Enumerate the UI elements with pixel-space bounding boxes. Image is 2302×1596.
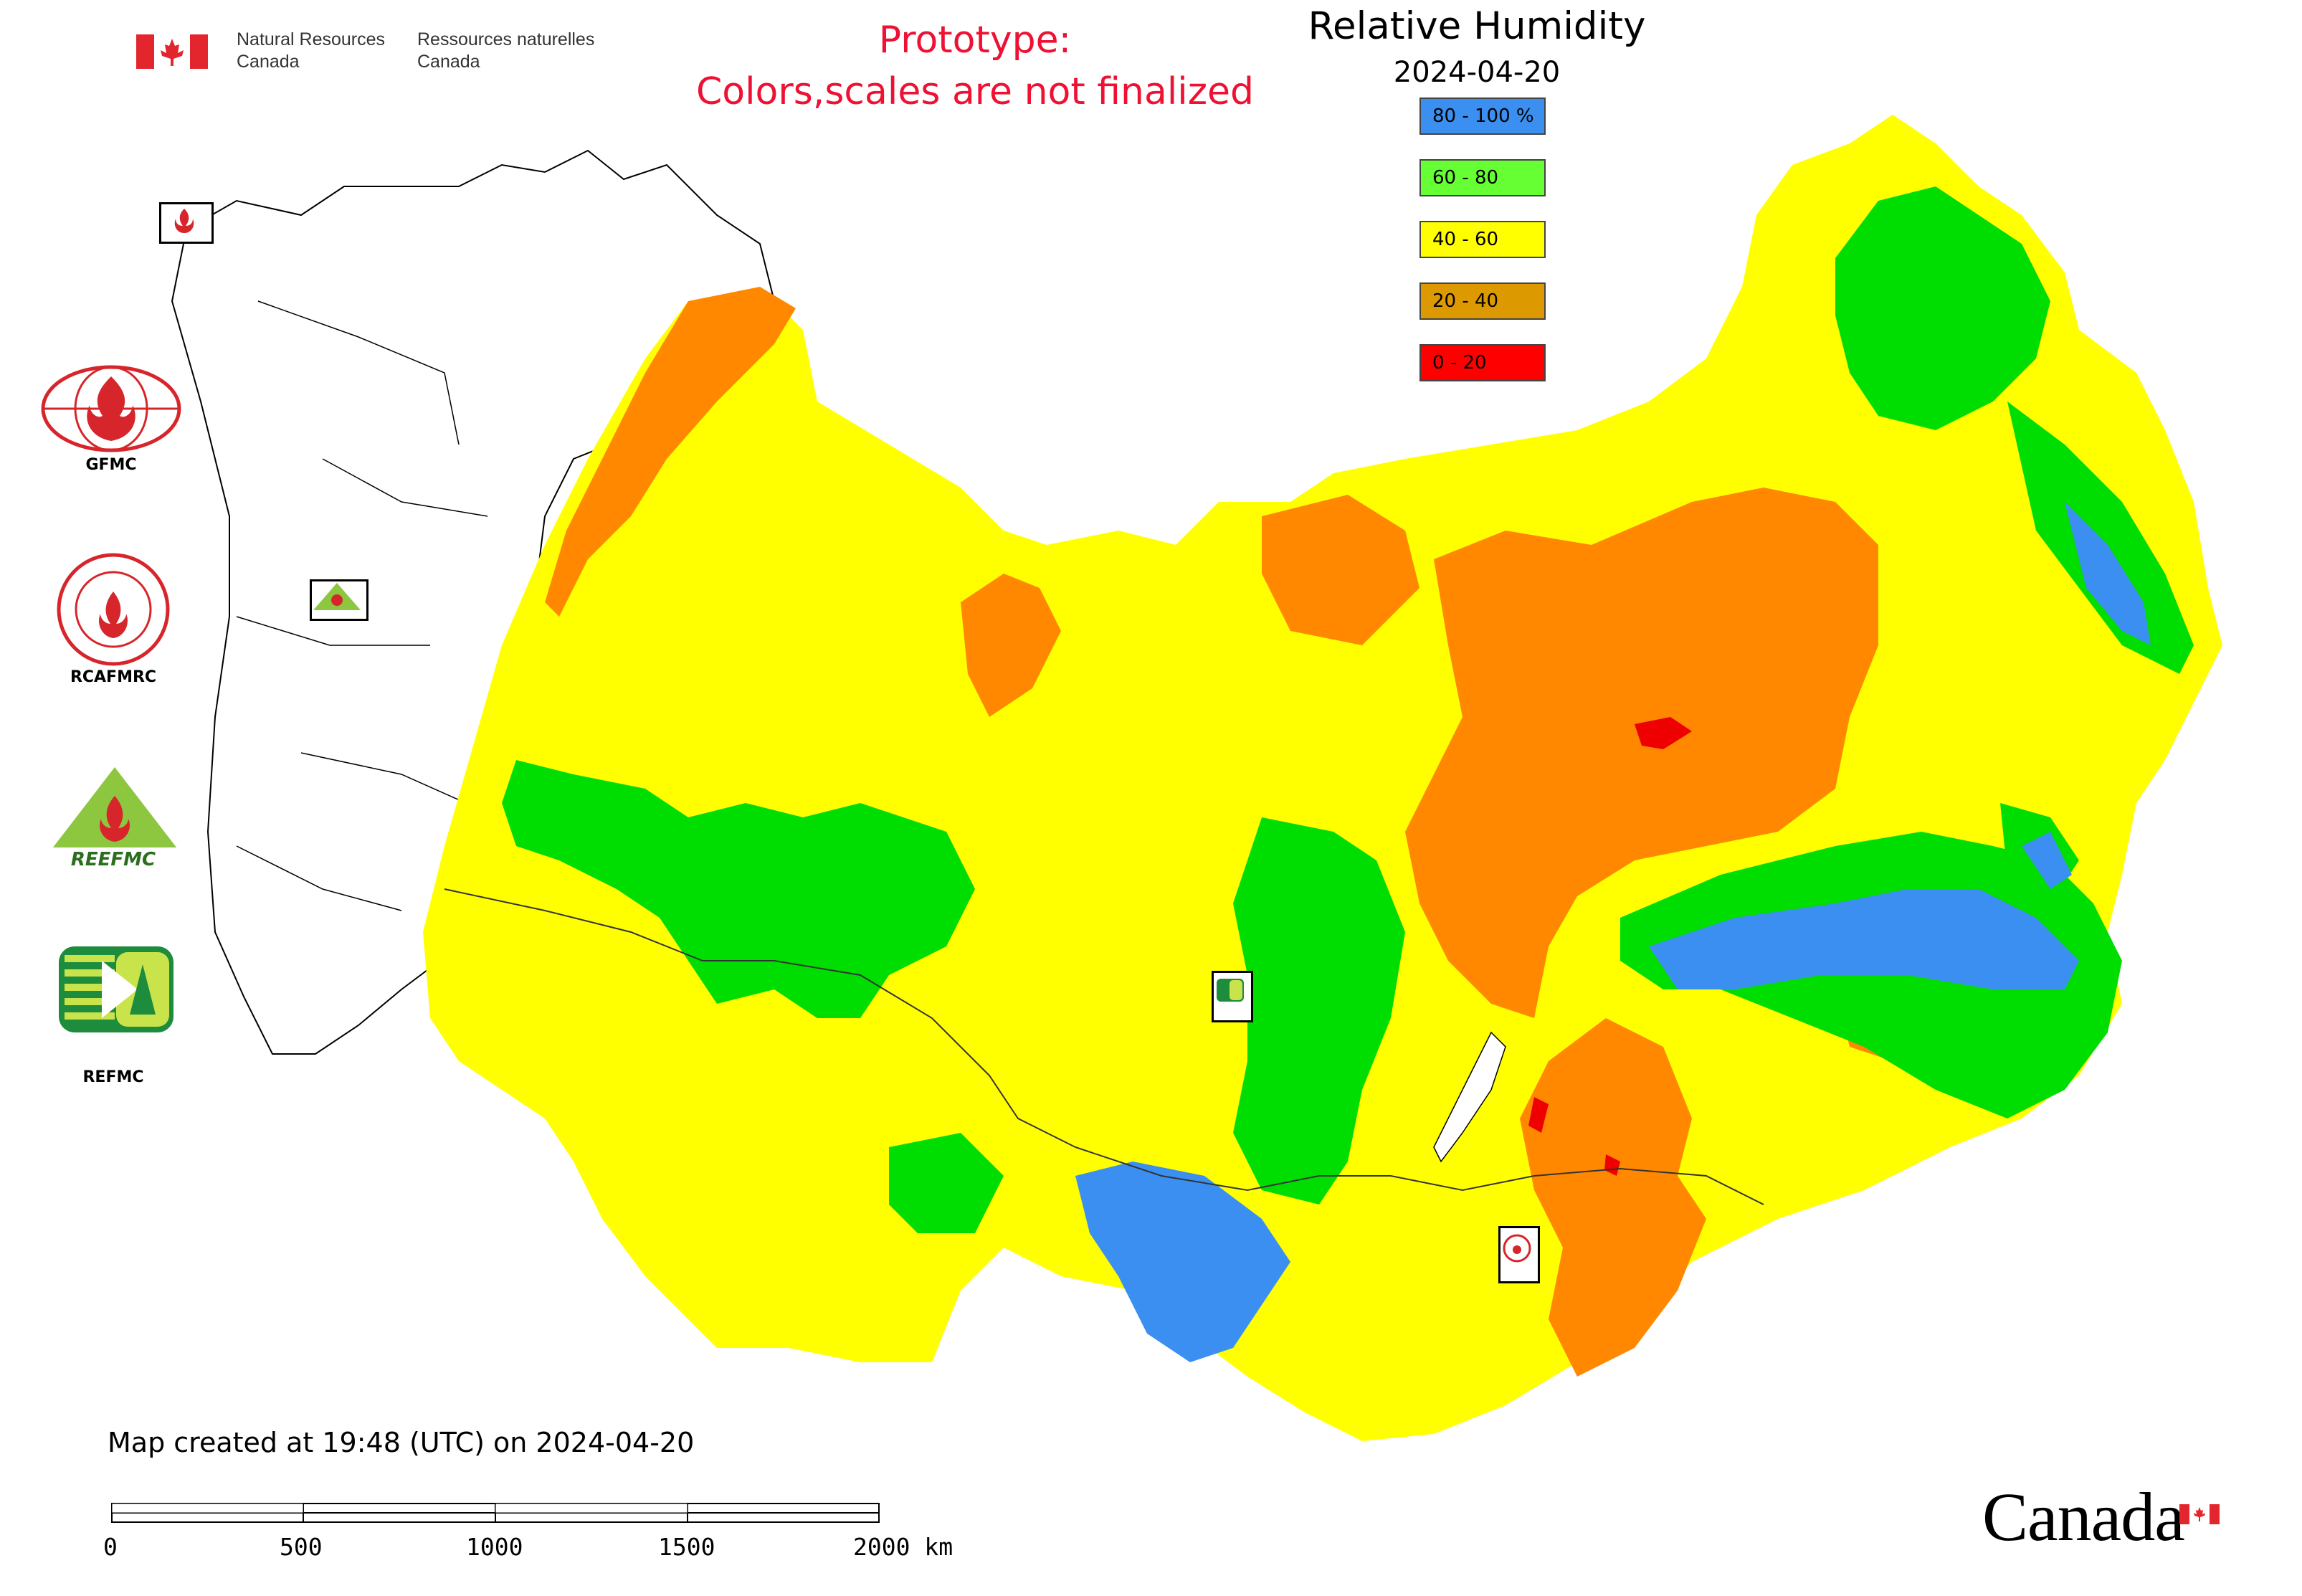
scale-bar (111, 1503, 880, 1523)
canada-wordmark-flag-icon (2179, 1504, 2220, 1527)
rcafmrc-label: RCAFMRC (70, 668, 157, 686)
gfmc-marker-icon (159, 202, 214, 244)
map-title: Relative Humidity (1308, 4, 1646, 48)
lake-baikal (1433, 1031, 1506, 1163)
scale-label: 1000 (466, 1533, 523, 1561)
dept-name-fr: Ressources naturelles Canada (417, 29, 595, 72)
rcafmrc-logo (56, 552, 171, 670)
canada-flag-icon (136, 34, 208, 69)
gfmc-logo (39, 362, 183, 458)
reefmc-logo (39, 767, 190, 870)
region-red (1528, 717, 1692, 1176)
scale-label: 0 (103, 1533, 118, 1561)
reefmc-label: REEFMC (70, 849, 156, 870)
legend-item: 40 - 60 (1419, 221, 1546, 258)
map-created-note: Map created at 19:48 (UTC) on 2024-04-20 (108, 1427, 695, 1458)
rcafmrc-marker-icon (1498, 1226, 1540, 1283)
legend-item: 0 - 20 (1419, 344, 1546, 381)
refmc-logo (59, 946, 173, 1035)
legend-item: 20 - 40 (1419, 282, 1546, 320)
region-yellow (423, 115, 2222, 1441)
reefmc-marker-icon (310, 579, 368, 621)
prototype-notice: Prototype: Colors,scales are not finaliz… (695, 19, 1255, 113)
scale-label: 500 (280, 1533, 323, 1561)
national-border (444, 888, 1764, 1205)
scale-label: 2000 km (853, 1533, 953, 1561)
legend-item: 60 - 80 (1419, 159, 1546, 196)
map-date: 2024-04-20 (1393, 56, 1561, 89)
gfmc-label: GFMC (85, 456, 137, 474)
dept-name-en: Natural Resources Canada (237, 29, 386, 72)
refmc-marker-icon (1212, 971, 1253, 1022)
scale-label: 1500 (658, 1533, 715, 1561)
region-blue (1075, 502, 2151, 1362)
refmc-label: REFMC (82, 1068, 144, 1086)
canada-wordmark: Canada (1982, 1478, 2185, 1555)
legend-item: 80 - 100 % (1419, 98, 1546, 135)
